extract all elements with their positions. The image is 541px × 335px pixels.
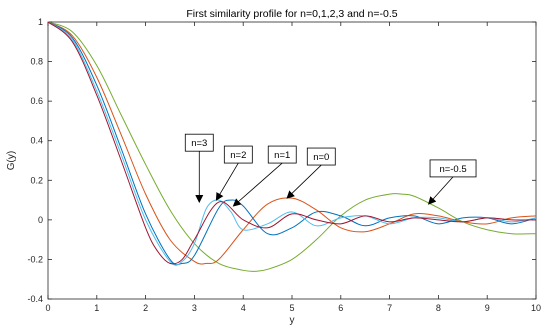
y-tick-label: 0.4 bbox=[30, 136, 43, 146]
x-tick-label: 0 bbox=[45, 303, 50, 313]
annotation-label: n=0 bbox=[313, 152, 329, 163]
series-line-2 bbox=[47, 21, 537, 265]
annotation-label: n=3 bbox=[191, 138, 207, 149]
y-tick-label: 1 bbox=[38, 17, 43, 27]
annotation-box bbox=[429, 159, 477, 178]
y-axis-label: G(y) bbox=[6, 151, 17, 170]
x-tick-label: 5 bbox=[289, 303, 294, 313]
annotation-arrow bbox=[286, 164, 322, 199]
annotation-box bbox=[223, 145, 253, 164]
annotation-arrow bbox=[215, 162, 239, 201]
x-tick-label: 2 bbox=[143, 303, 148, 313]
series-line-3 bbox=[47, 21, 537, 266]
y-tick-label: -0.2 bbox=[27, 254, 43, 264]
annotation-label: n=1 bbox=[274, 150, 290, 161]
x-tick-label: 8 bbox=[436, 303, 441, 313]
annotations: n=3 n=2 n=1 n=0 n=-0.5 bbox=[184, 133, 477, 207]
x-tick-label: 4 bbox=[241, 303, 246, 313]
y-axis: -0.4 -0.2 0 0.2 0.4 0.6 0.8 1 bbox=[27, 17, 536, 304]
series-line-4 bbox=[47, 21, 537, 266]
annotation-arrow bbox=[427, 176, 454, 205]
x-tick-label: 3 bbox=[192, 303, 197, 313]
y-tick-label: 0.6 bbox=[30, 96, 43, 106]
y-tick-label: -0.4 bbox=[27, 294, 43, 304]
x-axis: 0 1 2 3 4 5 6 7 8 9 10 bbox=[45, 22, 541, 313]
x-tick-label: 6 bbox=[338, 303, 343, 313]
series-lines bbox=[47, 21, 537, 272]
x-axis-label: y bbox=[290, 315, 295, 326]
annotation-box bbox=[267, 145, 297, 164]
series-line-1 bbox=[47, 21, 537, 272]
annotation-box bbox=[184, 133, 214, 152]
x-tick-label: 10 bbox=[531, 303, 541, 313]
x-tick-label: 1 bbox=[94, 303, 99, 313]
annotation-box bbox=[306, 147, 336, 166]
annotation-label: n=2 bbox=[230, 150, 246, 161]
y-tick-label: 0.2 bbox=[30, 175, 43, 185]
x-tick-label: 9 bbox=[485, 303, 490, 313]
series-line-5 bbox=[47, 21, 537, 265]
annotation-label: n=-0.5 bbox=[439, 164, 466, 175]
y-tick-label: 0.8 bbox=[30, 57, 43, 67]
y-tick-label: 0 bbox=[38, 215, 43, 225]
annotation-arrow bbox=[232, 162, 283, 207]
x-tick-label: 7 bbox=[387, 303, 392, 313]
chart-title: First similarity profile for n=0,1,2,3 a… bbox=[186, 8, 397, 20]
